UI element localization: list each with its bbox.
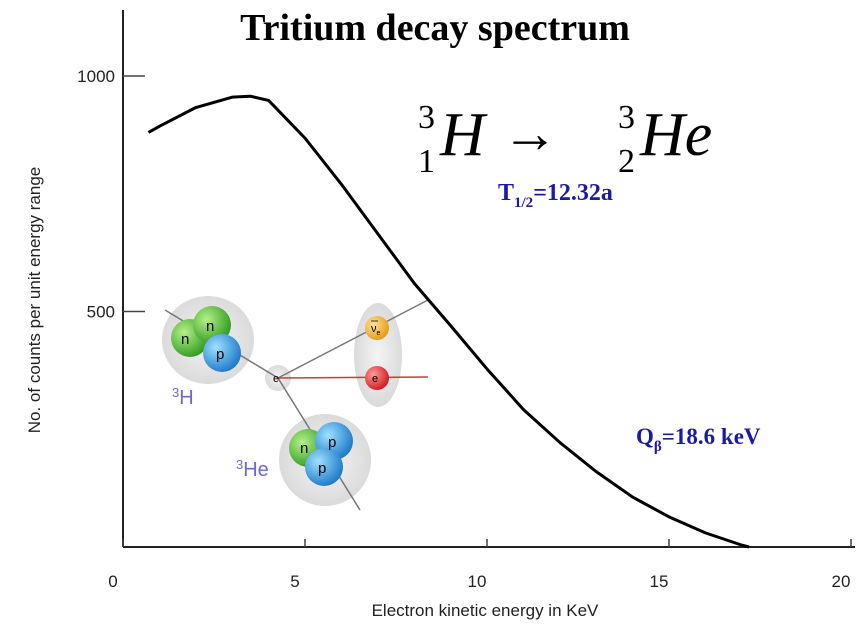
x-tick-label: 0: [108, 572, 117, 591]
symbol: He: [243, 459, 269, 481]
proton: [203, 334, 241, 372]
atomic-number: 1: [418, 143, 435, 180]
neutrino: [365, 316, 389, 340]
q-value-text: =18.6 keV: [662, 424, 761, 449]
electron: [365, 366, 389, 390]
particle-label: νe: [371, 323, 381, 337]
x-tick-label: 5: [290, 572, 299, 591]
symbol: He: [639, 101, 712, 169]
x-tick-label: 20: [832, 572, 851, 591]
half-life: T1/2=12.32a: [498, 180, 613, 211]
particle-label: p: [318, 460, 326, 477]
mass: 3: [236, 457, 243, 472]
half-life-value: =12.32a: [533, 180, 613, 206]
decay-illustration: n n p n p p e e νe 3H 3He: [162, 296, 429, 511]
half-life-symbol: T: [498, 180, 514, 206]
neutrino-symbol: ν: [371, 323, 377, 335]
x-tick-label: 15: [650, 572, 669, 591]
mass-number: 3: [618, 99, 635, 136]
symbol: H: [179, 387, 193, 409]
particle-label: p: [216, 346, 224, 363]
half-life-sub: 1/2: [514, 195, 533, 211]
y-tick-label: 1000: [77, 67, 115, 86]
symbol: H: [439, 101, 488, 169]
particle-label: n: [181, 331, 189, 348]
particle-label: n: [206, 318, 214, 335]
q-sub: β: [654, 439, 662, 455]
x-tick-label: 10: [468, 572, 487, 591]
y-tick-label: 500: [87, 302, 115, 321]
mass-number: 3: [418, 99, 435, 136]
nucleus-label: 3H: [172, 385, 194, 409]
particle-label: p: [328, 434, 336, 451]
mass: 3: [172, 385, 179, 400]
equation: 3 1 H → 3 2 He: [418, 99, 712, 180]
particle-label: e: [372, 373, 378, 385]
spectrum-line: [147, 94, 750, 549]
track: [277, 299, 429, 379]
atomic-number: 2: [618, 143, 635, 180]
neutrino-sub: e: [377, 330, 381, 337]
nucleus-label: 3He: [236, 457, 269, 481]
arrow: →: [502, 103, 558, 165]
proton: [305, 448, 343, 486]
particle-label: e: [273, 373, 279, 385]
q-value: Qβ=18.6 keV: [636, 424, 761, 455]
chart-title: Tritium decay spectrum: [240, 7, 630, 49]
x-axis-label: Electron kinetic energy in KeV: [372, 601, 599, 620]
y-axis-label: No. of counts per unit energy range: [25, 167, 44, 434]
track: [277, 376, 429, 379]
particle-label: n: [300, 440, 308, 457]
q-symbol: Q: [636, 424, 654, 449]
